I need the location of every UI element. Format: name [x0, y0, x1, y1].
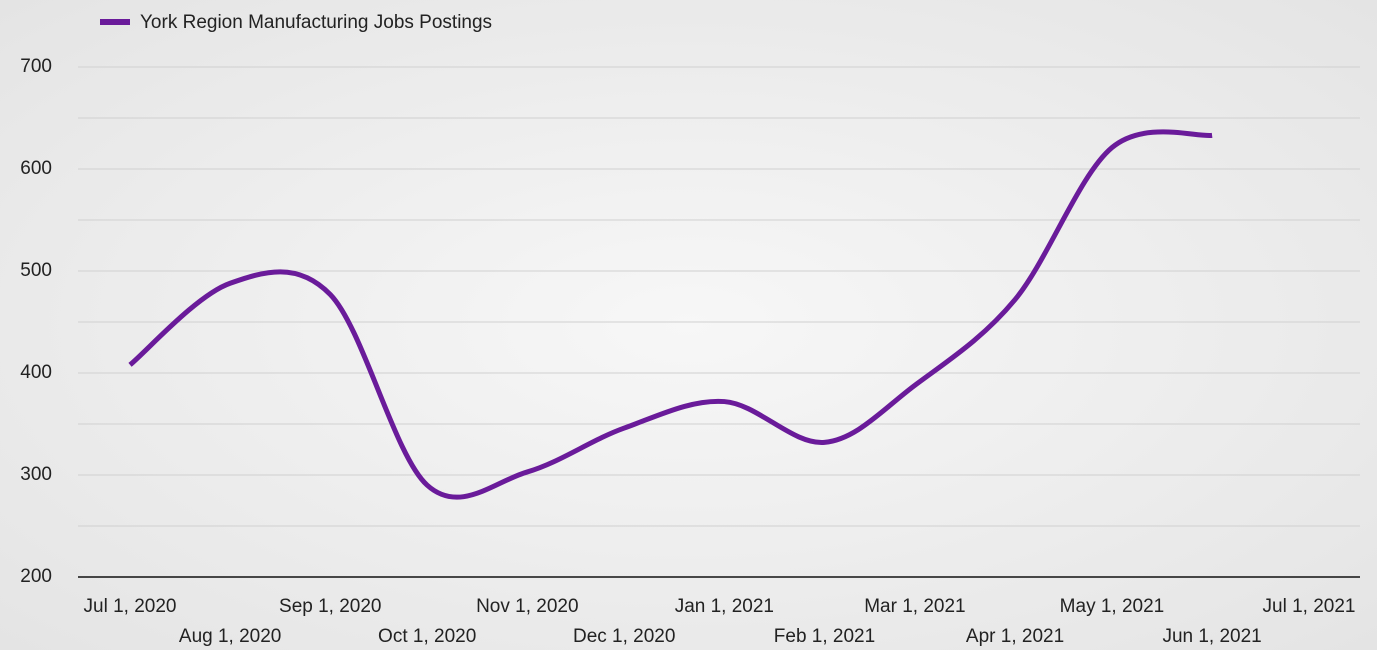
line-series — [128, 129, 1213, 500]
x-tick-label: Mar 1, 2021 — [864, 596, 965, 617]
x-tick-label: Dec 1, 2020 — [573, 626, 675, 647]
y-tick-label: 400 — [20, 362, 52, 383]
x-tick-label: May 1, 2021 — [1060, 596, 1165, 617]
x-tick-label: Jul 1, 2020 — [84, 596, 177, 617]
x-tick-label: Nov 1, 2020 — [476, 596, 578, 617]
legend-label: York Region Manufacturing Jobs Postings — [140, 12, 492, 33]
y-tick-label: 700 — [20, 56, 52, 77]
x-tick-label: Aug 1, 2020 — [179, 626, 281, 647]
y-tick-label: 600 — [20, 158, 52, 179]
x-tick-label: Apr 1, 2021 — [966, 626, 1064, 647]
x-tick-label: Jan 1, 2021 — [675, 596, 774, 617]
y-tick-label: 200 — [20, 566, 52, 587]
x-tick-label: Jun 1, 2021 — [1162, 626, 1261, 647]
y-tick-label: 300 — [20, 464, 52, 485]
x-tick-label: Feb 1, 2021 — [774, 626, 875, 647]
y-tick-label: 500 — [20, 260, 52, 281]
x-tick-label: Sep 1, 2020 — [279, 596, 381, 617]
x-tick-label: Oct 1, 2020 — [378, 626, 476, 647]
x-tick-label: Jul 1, 2021 — [1263, 596, 1356, 617]
